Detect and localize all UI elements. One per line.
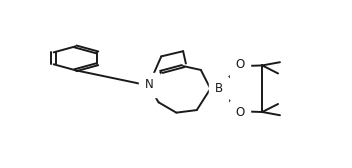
Text: N: N bbox=[145, 78, 153, 91]
Text: O: O bbox=[235, 58, 245, 71]
Text: O: O bbox=[235, 106, 245, 119]
Text: B: B bbox=[214, 82, 223, 95]
